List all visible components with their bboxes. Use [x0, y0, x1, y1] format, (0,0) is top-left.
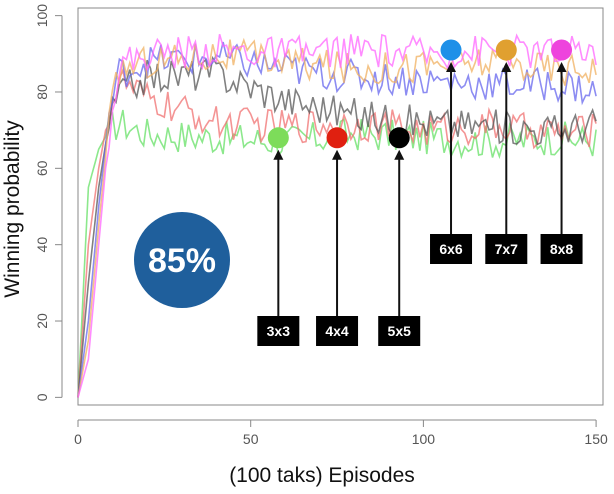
series-line-5x5: [77, 55, 597, 398]
x-axis-title: (100 taks) Episodes: [229, 464, 415, 487]
y-tick-label: 60: [34, 160, 50, 176]
label-badge-4x4: [316, 316, 359, 346]
marker-3x3: [267, 127, 289, 149]
series-label-5x5: 5x5: [388, 323, 412, 339]
y-tick-label: 80: [34, 84, 50, 100]
arrowhead-3x3: [273, 149, 284, 160]
callout-circle: [134, 212, 230, 308]
marker-7x7: [495, 39, 517, 61]
series-label-3x3: 3x3: [267, 323, 291, 339]
series-label-6x6: 6x6: [439, 241, 463, 257]
arrowhead-5x5: [394, 149, 405, 160]
y-tick-label: 40: [34, 237, 50, 253]
label-badge-6x6: [430, 234, 473, 264]
y-tick-label: 100: [34, 4, 50, 28]
label-badge-3x3: [257, 316, 300, 346]
y-axis-title: Winning probability: [1, 120, 24, 298]
x-tick-label: 100: [412, 431, 436, 447]
y-tick-label: 0: [34, 393, 50, 401]
axes: 0 50 100 150 0 20 40 60 80 100: [34, 4, 608, 447]
series-label-4x4: 4x4: [325, 323, 349, 339]
series-markers: 3x3 4x4 5x5 6x6 7x7 8x8: [257, 39, 583, 346]
label-badge-7x7: [485, 234, 528, 264]
x-tick-label: 50: [243, 431, 259, 447]
callout: 85%: [134, 212, 230, 308]
plot-frame: [77, 7, 604, 406]
arrowhead-7x7: [501, 61, 512, 72]
series-line-8x8: [77, 33, 597, 398]
series-line-6x6: [77, 41, 597, 398]
x-tick-label: 150: [584, 431, 608, 447]
series-label-8x8: 8x8: [550, 241, 574, 257]
callout-label: 85%: [148, 242, 216, 280]
marker-8x8: [551, 39, 573, 61]
y-tick-label: 20: [34, 313, 50, 329]
marker-4x4: [326, 127, 348, 149]
arrowhead-8x8: [556, 61, 567, 72]
arrowhead-4x4: [332, 149, 343, 160]
marker-5x5: [388, 127, 410, 149]
series-label-7x7: 7x7: [495, 241, 519, 257]
label-badge-5x5: [378, 316, 421, 346]
label-badge-8x8: [540, 234, 583, 264]
arrowhead-6x6: [446, 61, 457, 72]
x-tick-label: 0: [74, 431, 82, 447]
marker-6x6: [440, 39, 462, 61]
